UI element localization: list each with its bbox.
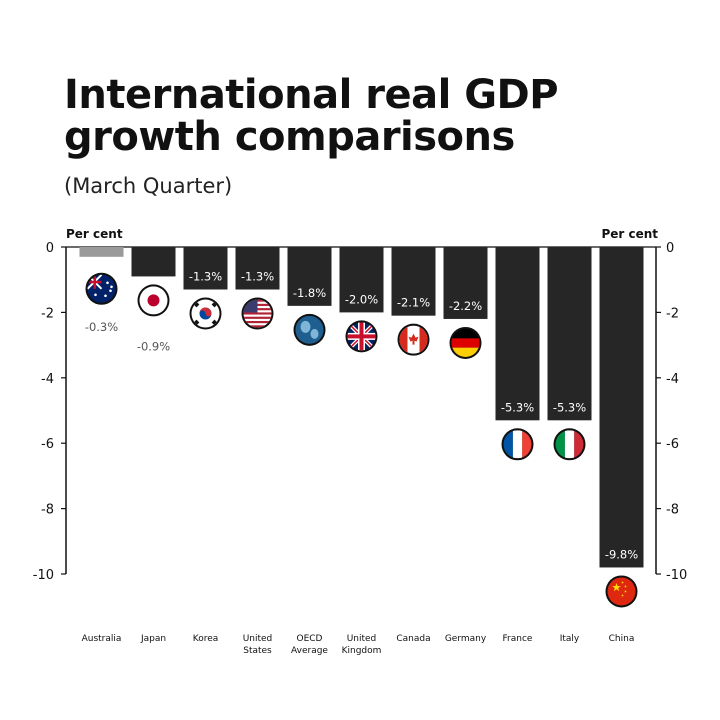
y-tick-label-left: 0 (46, 241, 54, 256)
data-label: -5.3% (501, 400, 534, 414)
category-label: States (243, 646, 272, 656)
bar-oecd-average (287, 247, 332, 306)
y-tick-label-right: -4 (666, 372, 679, 387)
oecd-globe-icon (293, 313, 326, 346)
bar-australia (79, 247, 124, 257)
japan-flag-icon (137, 284, 170, 317)
category-label: Korea (193, 634, 219, 644)
data-label: -2.0% (345, 292, 378, 306)
uk-flag-icon (345, 320, 378, 353)
data-label: -1.3% (241, 270, 274, 284)
data-label: -0.9% (137, 339, 170, 353)
usa-flag-icon (241, 297, 274, 330)
category-label: United (243, 634, 273, 644)
y-tick-label-left: -4 (41, 372, 54, 387)
category-label: Japan (140, 634, 166, 644)
data-label: -1.3% (189, 270, 222, 284)
category-label: Australia (82, 634, 122, 644)
chart-title: International real GDP growth comparison… (64, 72, 559, 160)
y-tick-label-right: -2 (666, 306, 679, 321)
category-label: Italy (560, 634, 580, 644)
italy-flag-icon (553, 428, 586, 461)
data-label: -2.2% (449, 299, 482, 313)
category-label: Average (291, 646, 328, 656)
bar-canada (391, 247, 436, 316)
australia-flag-icon (85, 272, 118, 305)
germany-flag-icon (449, 326, 482, 359)
category-label: Canada (396, 634, 430, 644)
data-label: -1.8% (293, 286, 326, 300)
category-label: United (347, 634, 377, 644)
y-tick-label-right: 0 (666, 241, 674, 256)
bar-france (495, 247, 540, 421)
data-label: -0.3% (85, 320, 118, 334)
category-label: Kingdom (342, 646, 382, 656)
bar-china (599, 247, 644, 568)
y-tick-label-right: -10 (666, 568, 687, 583)
y-tick-label-left: -10 (33, 568, 54, 583)
category-label: China (609, 634, 635, 644)
data-label: -5.3% (553, 400, 586, 414)
bar-germany (443, 247, 488, 319)
data-label: -2.1% (397, 296, 430, 310)
y-axis-label-right: Per cent (601, 227, 658, 241)
china-flag-icon (605, 575, 638, 608)
y-tick-label-right: -6 (666, 437, 679, 452)
france-flag-icon (501, 428, 534, 461)
bar-korea (183, 247, 228, 290)
y-tick-label-left: -2 (41, 306, 54, 321)
y-tick-label-left: -6 (41, 437, 54, 452)
category-label: Germany (445, 634, 487, 644)
korea-flag-icon (189, 297, 222, 330)
chart-title-line-1: International real GDP (64, 72, 559, 118)
bar-italy (547, 247, 592, 421)
canada-flag-icon (397, 323, 430, 356)
bar-united-states (235, 247, 280, 290)
bar-japan (131, 247, 176, 277)
bar-united-kingdom (339, 247, 384, 313)
chart-title-line-2: growth comparisons (64, 114, 515, 160)
category-label: OECD (297, 634, 323, 644)
y-tick-label-left: -8 (41, 503, 54, 518)
category-label: France (503, 634, 533, 644)
y-tick-label-right: -8 (666, 503, 679, 518)
y-axis-label-left: Per cent (66, 227, 123, 241)
data-label: -9.8% (605, 547, 638, 561)
chart-subtitle: (March Quarter) (64, 174, 233, 198)
